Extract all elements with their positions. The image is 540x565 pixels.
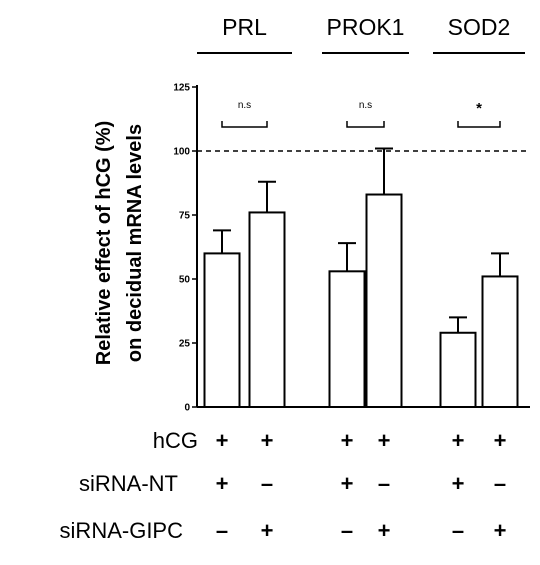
condition-sign: –	[452, 518, 464, 543]
condition-sign: +	[261, 428, 274, 453]
condition-label: hCG	[153, 428, 198, 453]
y-tick-label: 125	[173, 83, 190, 94]
significance-bracket	[221, 121, 268, 128]
condition-label: siRNA-NT	[79, 471, 178, 496]
significance-bracket	[457, 121, 501, 128]
condition-sign: –	[494, 471, 506, 496]
condition-sign: +	[378, 428, 391, 453]
condition-sign: +	[341, 471, 354, 496]
condition-sign: +	[452, 428, 465, 453]
significance-bracket	[346, 121, 385, 128]
y-tick-label: 50	[179, 275, 191, 286]
group-label: PRL	[222, 14, 267, 40]
bar	[328, 270, 366, 408]
y-tick-label: 75	[179, 211, 191, 222]
condition-sign: +	[494, 518, 507, 543]
significance-label: n.s	[359, 100, 372, 111]
bar	[248, 211, 286, 408]
condition-sign: –	[261, 471, 273, 496]
y-tick-label: 100	[173, 147, 190, 158]
group-label: PROK1	[327, 14, 405, 40]
condition-label: siRNA-GIPC	[60, 518, 184, 543]
y-tick-label: 25	[179, 339, 191, 350]
y-tick-label: 0	[184, 403, 190, 414]
y-axis-title-line: on decidual mRNA levels	[124, 124, 146, 362]
bar	[481, 275, 519, 408]
significance-label: n.s	[238, 100, 251, 111]
condition-sign: +	[216, 428, 229, 453]
y-axis-title-line: Relative effect of hCG (%)	[93, 121, 115, 365]
condition-sign: +	[494, 428, 507, 453]
group-label: SOD2	[448, 14, 511, 40]
condition-sign: +	[261, 518, 274, 543]
condition-sign: –	[216, 518, 228, 543]
condition-sign: +	[341, 428, 354, 453]
condition-sign: +	[216, 471, 229, 496]
condition-sign: –	[378, 471, 390, 496]
significance-label: *	[476, 100, 482, 117]
bar	[203, 252, 241, 408]
condition-sign: +	[452, 471, 465, 496]
bar	[365, 193, 403, 408]
condition-sign: +	[378, 518, 391, 543]
bar	[439, 331, 477, 409]
condition-sign: –	[341, 518, 353, 543]
